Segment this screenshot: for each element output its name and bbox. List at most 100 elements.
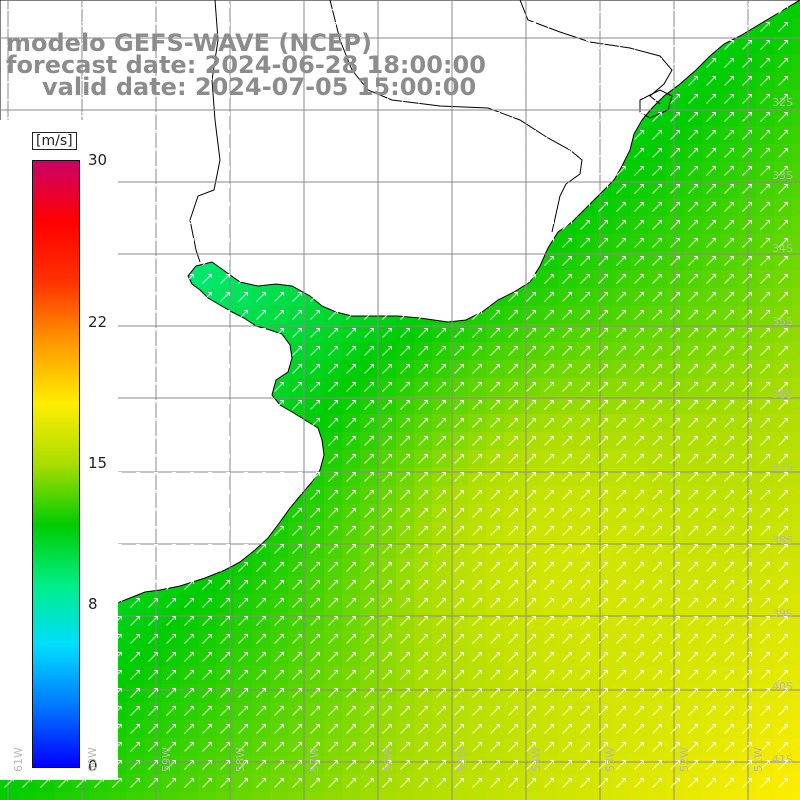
- wind-arrow: [724, 580, 734, 590]
- wind-arrow: [724, 670, 734, 680]
- wind-arrow: [220, 256, 230, 266]
- wind-arrow: [724, 238, 734, 248]
- wind-arrow: [112, 94, 122, 104]
- wind-arrow: [670, 328, 680, 338]
- wind-arrow: [562, 220, 572, 230]
- wind-arrow: [454, 544, 464, 554]
- wind-arrow: [508, 220, 518, 230]
- wind-arrow: [526, 364, 536, 374]
- field-cell: [792, 72, 800, 91]
- wind-arrow: [400, 58, 410, 68]
- wind-arrow: [256, 436, 266, 446]
- field-cell: [792, 576, 800, 595]
- wind-arrow: [202, 436, 212, 446]
- wind-arrow: [346, 94, 356, 104]
- wind-arrow: [184, 670, 194, 680]
- wind-arrow: [616, 454, 626, 464]
- wind-arrow: [760, 184, 770, 194]
- wind-arrow: [508, 58, 518, 68]
- wind-arrow: [184, 274, 194, 284]
- wind-arrow: [202, 364, 212, 374]
- field-cell: [792, 378, 800, 397]
- wind-arrow: [202, 220, 212, 230]
- wind-arrow: [598, 652, 608, 662]
- wind-arrow: [202, 76, 212, 86]
- wind-arrow: [310, 94, 320, 104]
- wind-arrow: [724, 310, 734, 320]
- wind-arrow: [166, 148, 176, 158]
- wind-arrow: [166, 706, 176, 716]
- wind-arrow: [4, 40, 14, 50]
- wind-arrow: [526, 598, 536, 608]
- wind-arrow: [238, 562, 248, 572]
- wind-arrow: [670, 652, 680, 662]
- wind-arrow: [184, 112, 194, 122]
- wind-arrow: [256, 706, 266, 716]
- wind-arrow: [562, 22, 572, 32]
- wind-arrow: [652, 166, 662, 176]
- field-cell: [792, 792, 800, 800]
- wind-arrow: [328, 40, 338, 50]
- wind-arrow: [598, 112, 608, 122]
- wind-arrow: [508, 526, 518, 536]
- wind-arrow: [292, 544, 302, 554]
- wind-arrow: [148, 562, 158, 572]
- wind-arrow: [328, 364, 338, 374]
- wind-arrow: [526, 616, 536, 626]
- wind-arrow: [706, 202, 716, 212]
- wind-arrow: [436, 472, 446, 482]
- wind-arrow: [382, 274, 392, 284]
- wind-arrow: [256, 400, 266, 410]
- wind-arrow: [724, 58, 734, 68]
- wind-arrow: [382, 112, 392, 122]
- wind-arrow: [328, 580, 338, 590]
- wind-arrow: [706, 94, 716, 104]
- wind-arrow: [688, 418, 698, 428]
- wind-arrow: [760, 544, 770, 554]
- wind-arrow: [472, 526, 482, 536]
- wind-arrow: [598, 40, 608, 50]
- wind-arrow: [616, 292, 626, 302]
- wind-arrow: [202, 40, 212, 50]
- wind-arrow: [634, 724, 644, 734]
- wind-arrow: [472, 472, 482, 482]
- wind-arrow: [364, 706, 374, 716]
- wind-arrow: [364, 688, 374, 698]
- wind-arrow: [472, 742, 482, 752]
- wind-arrow: [490, 346, 500, 356]
- wind-arrow: [562, 382, 572, 392]
- wind-arrow: [256, 490, 266, 500]
- wind-arrow: [148, 94, 158, 104]
- wind-arrow: [526, 202, 536, 212]
- latitude-label: 37S: [772, 461, 793, 474]
- wind-arrow: [400, 22, 410, 32]
- wind-arrow: [760, 346, 770, 356]
- wind-arrow: [274, 310, 284, 320]
- border-line-east: [519, 0, 673, 105]
- wind-arrow: [256, 238, 266, 248]
- wind-arrow: [562, 130, 572, 140]
- wind-arrow: [328, 58, 338, 68]
- wind-arrow: [688, 598, 698, 608]
- wind-arrow: [742, 472, 752, 482]
- wind-arrow: [364, 598, 374, 608]
- wind-arrow: [310, 688, 320, 698]
- wind-arrow: [778, 616, 788, 626]
- wind-arrow: [274, 94, 284, 104]
- wind-arrow: [562, 490, 572, 500]
- wind-arrow: [148, 526, 158, 536]
- wind-arrow: [670, 508, 680, 518]
- wind-arrow: [490, 112, 500, 122]
- field-cell: [342, 792, 361, 800]
- wind-arrow: [760, 652, 770, 662]
- wind-arrow: [274, 112, 284, 122]
- wind-arrow: [688, 400, 698, 410]
- wind-arrow: [148, 40, 158, 50]
- wind-arrow: [202, 166, 212, 176]
- wind-arrow: [616, 94, 626, 104]
- wind-arrow: [364, 328, 374, 338]
- wind-arrow: [328, 544, 338, 554]
- wind-arrow: [652, 274, 662, 284]
- wind-arrow: [202, 670, 212, 680]
- field-cell: [792, 720, 800, 739]
